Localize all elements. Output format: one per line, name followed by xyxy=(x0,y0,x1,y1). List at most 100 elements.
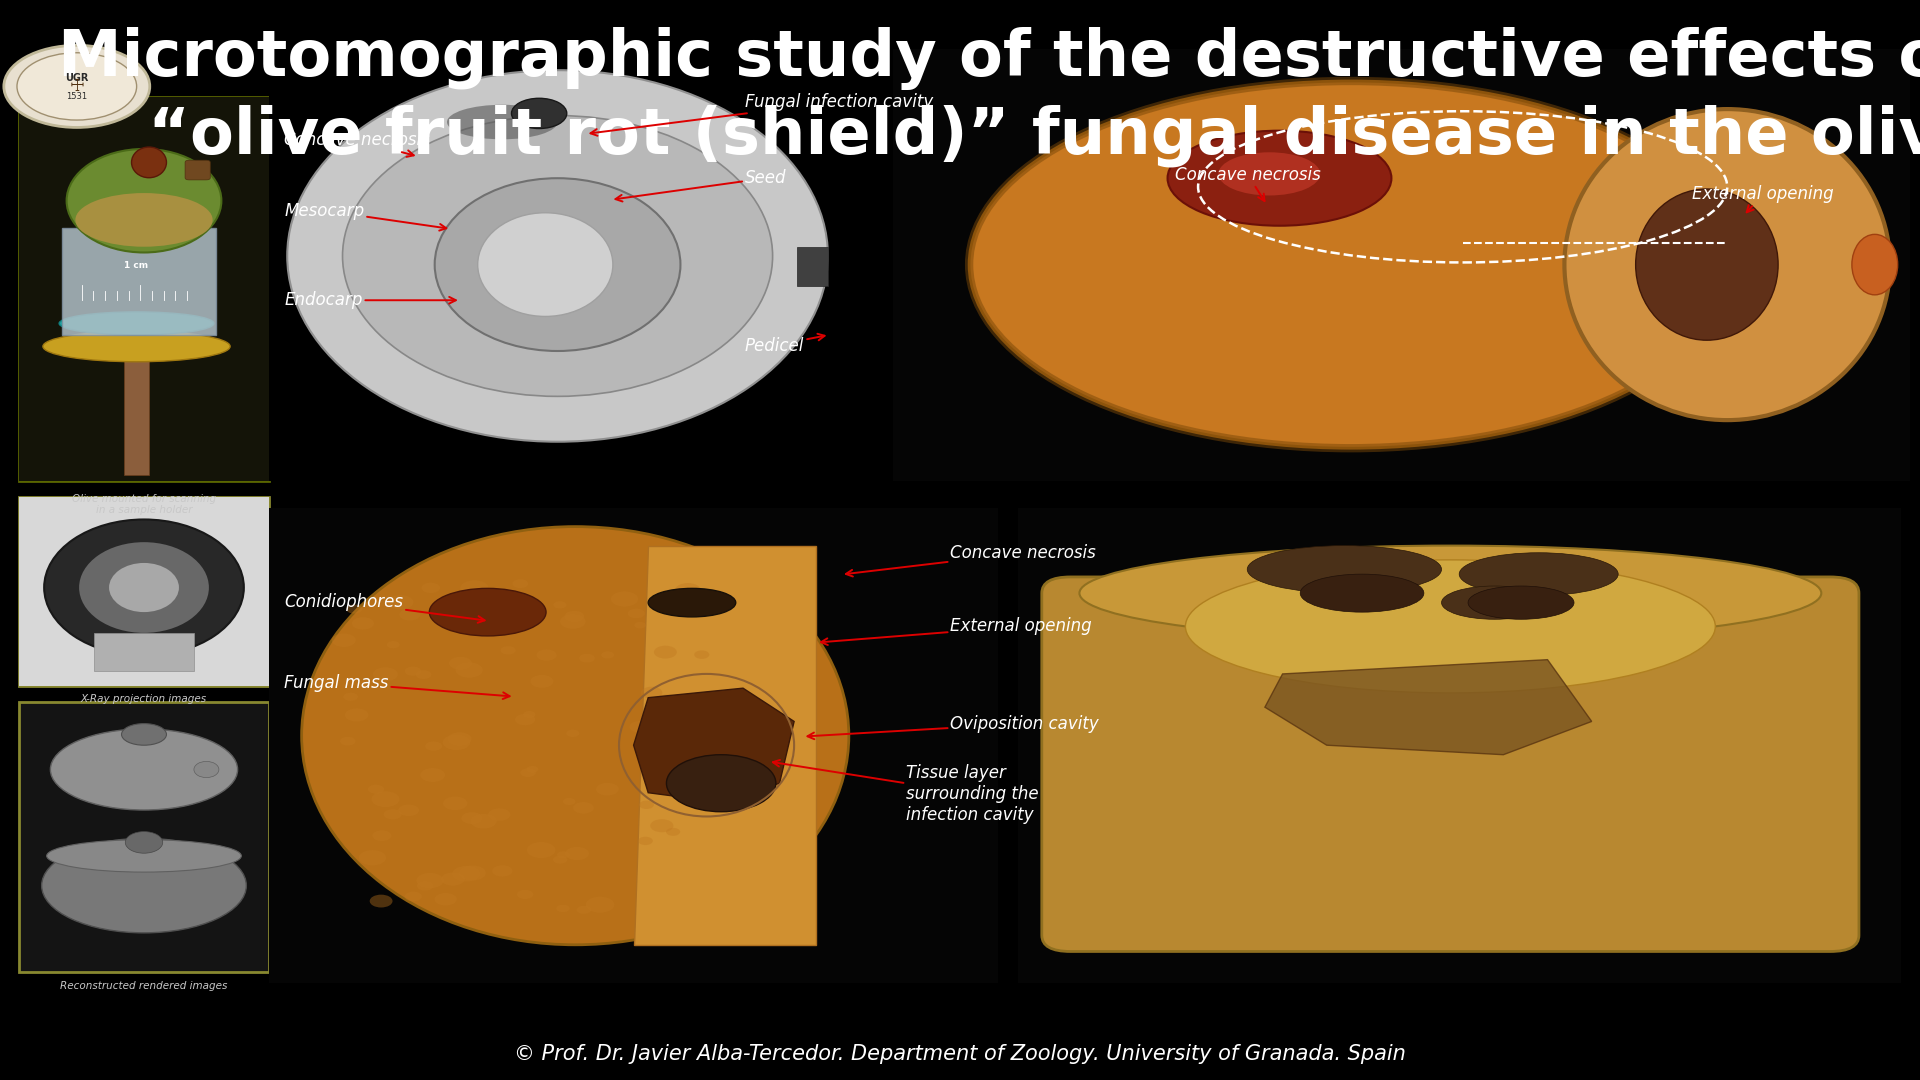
Circle shape xyxy=(4,45,150,127)
Circle shape xyxy=(501,646,516,654)
FancyBboxPatch shape xyxy=(269,49,883,481)
Circle shape xyxy=(372,667,397,681)
Text: Concave necrosis: Concave necrosis xyxy=(1175,166,1321,201)
Ellipse shape xyxy=(125,832,163,853)
Text: Pedicel: Pedicel xyxy=(745,334,824,354)
FancyBboxPatch shape xyxy=(19,497,269,686)
Ellipse shape xyxy=(649,589,735,617)
Circle shape xyxy=(405,666,420,676)
FancyBboxPatch shape xyxy=(125,329,150,475)
Circle shape xyxy=(386,642,399,648)
FancyBboxPatch shape xyxy=(19,497,269,686)
Circle shape xyxy=(17,53,136,120)
Circle shape xyxy=(476,596,490,604)
Circle shape xyxy=(359,850,386,865)
Polygon shape xyxy=(634,688,795,802)
Ellipse shape xyxy=(67,149,221,253)
Ellipse shape xyxy=(1565,109,1889,420)
Ellipse shape xyxy=(478,213,612,316)
FancyBboxPatch shape xyxy=(19,97,269,481)
Circle shape xyxy=(526,766,538,772)
FancyBboxPatch shape xyxy=(1018,508,1901,983)
Text: 1 cm: 1 cm xyxy=(125,261,148,270)
Circle shape xyxy=(561,615,586,629)
Circle shape xyxy=(417,881,434,891)
Circle shape xyxy=(655,646,678,659)
Text: © Prof. Dr. Javier Alba-Tercedor. Department of Zoology. University of Granada. : © Prof. Dr. Javier Alba-Tercedor. Depart… xyxy=(515,1043,1405,1064)
Circle shape xyxy=(516,890,534,899)
Ellipse shape xyxy=(511,98,566,129)
Circle shape xyxy=(344,692,357,701)
Ellipse shape xyxy=(434,178,680,351)
Ellipse shape xyxy=(342,116,772,396)
Ellipse shape xyxy=(42,332,230,362)
Circle shape xyxy=(399,609,420,621)
Circle shape xyxy=(639,800,655,809)
Circle shape xyxy=(388,595,413,609)
Text: Endocarp: Endocarp xyxy=(284,292,455,309)
FancyBboxPatch shape xyxy=(61,228,217,335)
Circle shape xyxy=(666,828,680,836)
Circle shape xyxy=(513,579,528,589)
Circle shape xyxy=(601,651,614,659)
Circle shape xyxy=(655,694,680,708)
Circle shape xyxy=(580,653,595,663)
Circle shape xyxy=(459,865,486,880)
Circle shape xyxy=(447,732,472,745)
Ellipse shape xyxy=(44,519,244,656)
Ellipse shape xyxy=(1219,152,1321,195)
Text: Olive mounted for scanning
in a sample holder: Olive mounted for scanning in a sample h… xyxy=(71,494,217,515)
Circle shape xyxy=(371,894,392,907)
Circle shape xyxy=(488,808,511,821)
Ellipse shape xyxy=(666,755,776,812)
Circle shape xyxy=(384,809,401,820)
Circle shape xyxy=(630,721,651,732)
Circle shape xyxy=(564,611,584,622)
Circle shape xyxy=(369,784,384,794)
Ellipse shape xyxy=(447,105,557,139)
Ellipse shape xyxy=(301,527,849,945)
Text: X-Ray projection images: X-Ray projection images xyxy=(81,694,207,704)
Ellipse shape xyxy=(1442,586,1548,619)
Circle shape xyxy=(351,617,374,630)
Text: Fungal mass: Fungal mass xyxy=(284,674,509,699)
Polygon shape xyxy=(1265,660,1592,755)
FancyBboxPatch shape xyxy=(19,97,269,481)
Circle shape xyxy=(563,798,576,805)
Circle shape xyxy=(557,905,570,913)
Circle shape xyxy=(424,741,442,751)
Ellipse shape xyxy=(1248,545,1442,593)
Circle shape xyxy=(576,906,591,914)
Circle shape xyxy=(422,582,440,593)
FancyBboxPatch shape xyxy=(269,508,998,983)
Ellipse shape xyxy=(121,724,167,745)
FancyBboxPatch shape xyxy=(269,49,883,481)
Circle shape xyxy=(461,812,482,824)
Text: Mesocarp: Mesocarp xyxy=(284,202,445,231)
Circle shape xyxy=(371,792,399,807)
Circle shape xyxy=(453,866,480,881)
Ellipse shape xyxy=(79,542,209,633)
Circle shape xyxy=(340,737,355,745)
Circle shape xyxy=(676,583,701,597)
Ellipse shape xyxy=(50,729,238,810)
Ellipse shape xyxy=(1469,586,1574,619)
Circle shape xyxy=(641,687,662,699)
FancyBboxPatch shape xyxy=(893,49,1910,481)
Circle shape xyxy=(595,783,618,796)
Circle shape xyxy=(530,675,553,688)
Circle shape xyxy=(332,634,355,647)
Text: 1531: 1531 xyxy=(65,92,88,102)
Text: Oviposition cavity: Oviposition cavity xyxy=(808,715,1098,739)
Circle shape xyxy=(553,602,566,609)
Text: Conidiophores: Conidiophores xyxy=(284,593,484,623)
FancyBboxPatch shape xyxy=(184,160,211,180)
Polygon shape xyxy=(634,545,816,945)
Circle shape xyxy=(467,589,492,603)
Ellipse shape xyxy=(288,70,828,442)
Circle shape xyxy=(515,714,536,726)
Circle shape xyxy=(536,649,557,661)
Circle shape xyxy=(420,768,445,782)
FancyBboxPatch shape xyxy=(797,247,828,286)
FancyBboxPatch shape xyxy=(1043,577,1859,951)
